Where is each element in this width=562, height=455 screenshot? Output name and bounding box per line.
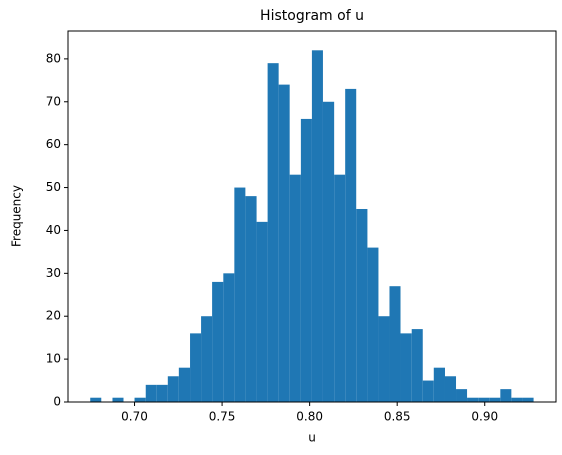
bar	[289, 174, 301, 402]
bar	[223, 273, 235, 402]
y-tick-label: 70	[46, 94, 61, 108]
bar	[190, 333, 202, 402]
bar	[234, 187, 246, 402]
bar	[311, 50, 323, 403]
bar	[201, 316, 213, 402]
axes-frame	[67, 30, 557, 403]
bar	[422, 380, 434, 402]
bar	[245, 196, 257, 402]
chart-title: Histogram of u	[260, 8, 364, 24]
bar	[90, 397, 102, 402]
bar	[334, 174, 346, 402]
y-axis-label: Frequency	[10, 185, 24, 247]
bar	[389, 286, 401, 402]
bar	[489, 397, 501, 402]
bar	[300, 118, 312, 402]
y-tick-label: 0	[53, 395, 61, 409]
bar	[145, 384, 157, 402]
bar	[478, 397, 490, 402]
bar	[156, 384, 168, 402]
bar	[322, 101, 335, 402]
bar	[167, 376, 179, 402]
bar	[112, 397, 124, 402]
bar	[278, 84, 290, 402]
bar	[345, 88, 357, 402]
x-tick-label: 0.75	[209, 410, 236, 424]
x-tick-label: 0.90	[471, 410, 498, 424]
y-tick-label: 80	[46, 51, 61, 65]
x-tick-label: 0.70	[121, 410, 148, 424]
bar	[522, 397, 534, 402]
bar	[433, 367, 445, 402]
bar	[178, 367, 191, 402]
bar	[367, 247, 379, 402]
y-tick-label: 30	[46, 266, 61, 280]
bar	[256, 221, 268, 402]
bar	[511, 397, 523, 402]
y-tick-label: 20	[46, 309, 61, 323]
bar	[467, 397, 479, 402]
bar	[456, 389, 468, 402]
x-tick-label: 0.80	[296, 410, 323, 424]
bar	[212, 281, 224, 402]
bar	[444, 376, 457, 402]
y-tick-label: 40	[46, 223, 61, 237]
bar	[400, 333, 412, 402]
x-axis-label: u	[308, 431, 316, 445]
bar	[500, 389, 512, 402]
bar	[134, 397, 146, 402]
bar	[356, 208, 368, 402]
bar	[267, 63, 279, 402]
y-tick-label: 60	[46, 137, 61, 151]
y-tick-label: 10	[46, 352, 61, 366]
bar	[411, 329, 423, 402]
x-tick-label: 0.85	[384, 410, 411, 424]
bar	[378, 316, 390, 402]
y-tick-label: 50	[46, 180, 61, 194]
